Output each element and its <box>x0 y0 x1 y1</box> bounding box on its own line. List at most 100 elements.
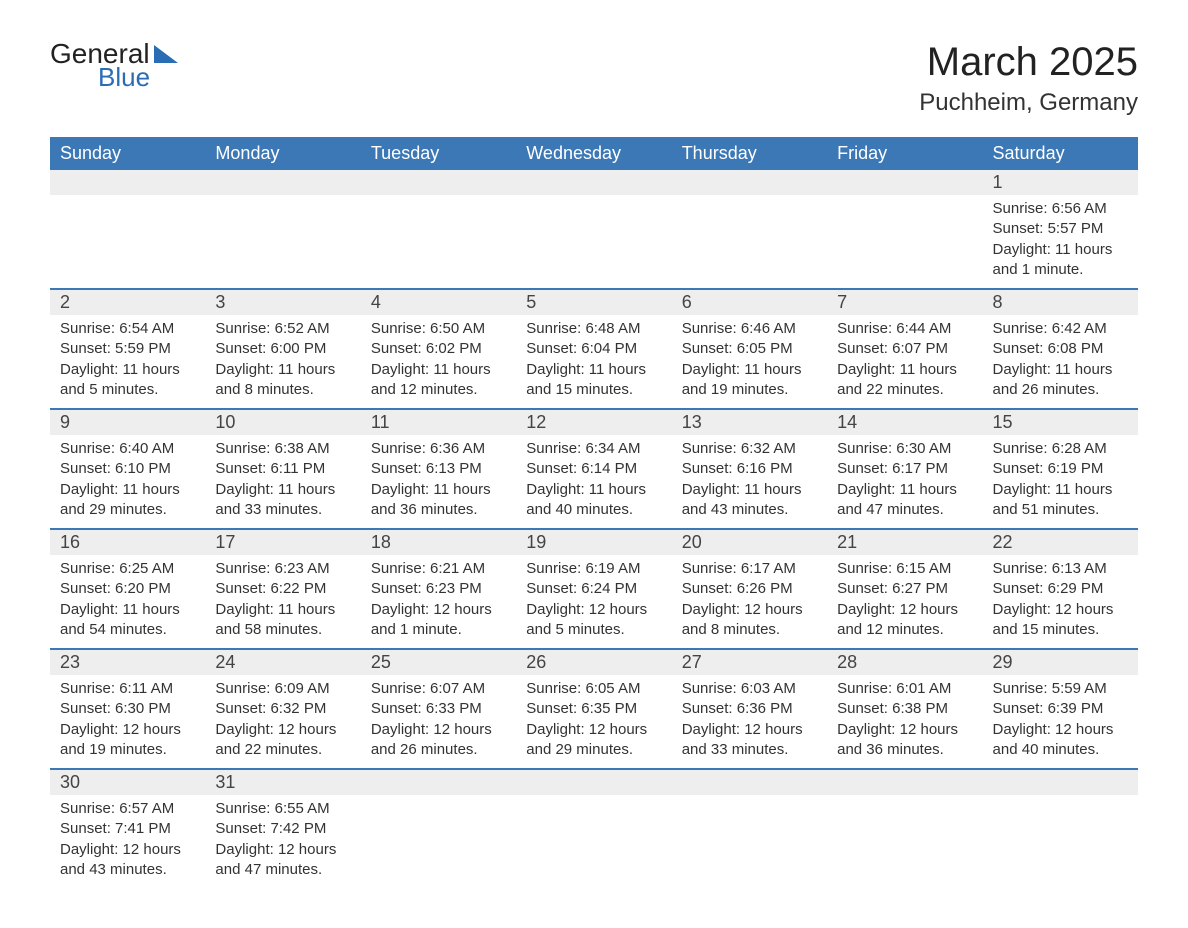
daylight-line: Daylight: 11 hours and 12 minutes. <box>371 360 506 401</box>
sunset-line: Sunset: 6:22 PM <box>215 579 350 599</box>
daylight-line: Daylight: 11 hours and 43 minutes. <box>682 480 817 521</box>
weekday-header: Saturday <box>983 137 1138 170</box>
day-data-row: Sunrise: 6:54 AMSunset: 5:59 PMDaylight:… <box>50 315 1138 409</box>
sunrise-line: Sunrise: 6:09 AM <box>215 679 350 699</box>
sunrise-line: Sunrise: 6:03 AM <box>682 679 817 699</box>
day-data-cell: Sunrise: 6:15 AMSunset: 6:27 PMDaylight:… <box>827 555 982 649</box>
sunrise-line: Sunrise: 6:57 AM <box>60 799 195 819</box>
day-number-row: 23242526272829 <box>50 649 1138 675</box>
day-data-row: Sunrise: 6:57 AMSunset: 7:41 PMDaylight:… <box>50 795 1138 888</box>
day-number-cell: 23 <box>50 649 205 675</box>
day-data-cell: Sunrise: 6:07 AMSunset: 6:33 PMDaylight:… <box>361 675 516 769</box>
day-number-cell <box>672 769 827 795</box>
sunset-line: Sunset: 6:16 PM <box>682 459 817 479</box>
sunrise-line: Sunrise: 6:54 AM <box>60 319 195 339</box>
day-number-cell: 3 <box>205 289 360 315</box>
day-data-cell: Sunrise: 6:48 AMSunset: 6:04 PMDaylight:… <box>516 315 671 409</box>
day-number-cell: 20 <box>672 529 827 555</box>
daylight-line: Daylight: 12 hours and 36 minutes. <box>837 720 972 761</box>
day-number-cell <box>516 769 671 795</box>
day-number-row: 1 <box>50 170 1138 195</box>
day-number-cell: 11 <box>361 409 516 435</box>
day-data-row: Sunrise: 6:25 AMSunset: 6:20 PMDaylight:… <box>50 555 1138 649</box>
daylight-line: Daylight: 11 hours and 22 minutes. <box>837 360 972 401</box>
daylight-line: Daylight: 11 hours and 40 minutes. <box>526 480 661 521</box>
daylight-line: Daylight: 11 hours and 54 minutes. <box>60 600 195 641</box>
weekday-header: Wednesday <box>516 137 671 170</box>
sunset-line: Sunset: 6:19 PM <box>993 459 1128 479</box>
weekday-header: Tuesday <box>361 137 516 170</box>
sunrise-line: Sunrise: 6:44 AM <box>837 319 972 339</box>
sunrise-line: Sunrise: 6:07 AM <box>371 679 506 699</box>
daylight-line: Daylight: 11 hours and 58 minutes. <box>215 600 350 641</box>
sunset-line: Sunset: 6:35 PM <box>526 699 661 719</box>
day-data-cell: Sunrise: 6:28 AMSunset: 6:19 PMDaylight:… <box>983 435 1138 529</box>
day-data-cell: Sunrise: 5:59 AMSunset: 6:39 PMDaylight:… <box>983 675 1138 769</box>
day-number-row: 3031 <box>50 769 1138 795</box>
sunset-line: Sunset: 6:39 PM <box>993 699 1128 719</box>
daylight-line: Daylight: 12 hours and 47 minutes. <box>215 840 350 881</box>
day-data-cell: Sunrise: 6:55 AMSunset: 7:42 PMDaylight:… <box>205 795 360 888</box>
day-number-cell: 14 <box>827 409 982 435</box>
day-data-cell <box>983 795 1138 888</box>
day-data-cell: Sunrise: 6:57 AMSunset: 7:41 PMDaylight:… <box>50 795 205 888</box>
daylight-line: Daylight: 11 hours and 36 minutes. <box>371 480 506 521</box>
day-data-cell: Sunrise: 6:40 AMSunset: 6:10 PMDaylight:… <box>50 435 205 529</box>
daylight-line: Daylight: 12 hours and 33 minutes. <box>682 720 817 761</box>
sunset-line: Sunset: 6:13 PM <box>371 459 506 479</box>
day-number-cell: 31 <box>205 769 360 795</box>
sunset-line: Sunset: 6:14 PM <box>526 459 661 479</box>
day-data-cell: Sunrise: 6:46 AMSunset: 6:05 PMDaylight:… <box>672 315 827 409</box>
day-number-cell: 26 <box>516 649 671 675</box>
day-number-cell <box>361 769 516 795</box>
weekday-header: Monday <box>205 137 360 170</box>
sunset-line: Sunset: 6:04 PM <box>526 339 661 359</box>
daylight-line: Daylight: 12 hours and 12 minutes. <box>837 600 972 641</box>
sunrise-line: Sunrise: 6:56 AM <box>993 199 1128 219</box>
day-number-cell: 4 <box>361 289 516 315</box>
sunrise-line: Sunrise: 6:28 AM <box>993 439 1128 459</box>
day-number-cell: 5 <box>516 289 671 315</box>
day-number-cell: 6 <box>672 289 827 315</box>
sunrise-line: Sunrise: 6:38 AM <box>215 439 350 459</box>
daylight-line: Daylight: 12 hours and 22 minutes. <box>215 720 350 761</box>
sunset-line: Sunset: 5:59 PM <box>60 339 195 359</box>
sunrise-line: Sunrise: 6:11 AM <box>60 679 195 699</box>
daylight-line: Daylight: 12 hours and 26 minutes. <box>371 720 506 761</box>
calendar-table: SundayMondayTuesdayWednesdayThursdayFrid… <box>50 137 1138 888</box>
day-data-cell: Sunrise: 6:54 AMSunset: 5:59 PMDaylight:… <box>50 315 205 409</box>
day-data-row: Sunrise: 6:56 AMSunset: 5:57 PMDaylight:… <box>50 195 1138 289</box>
title-block: March 2025 Puchheim, Germany <box>919 40 1138 117</box>
day-number-cell <box>672 170 827 195</box>
sunrise-line: Sunrise: 6:46 AM <box>682 319 817 339</box>
day-data-cell <box>827 195 982 289</box>
day-data-cell: Sunrise: 6:52 AMSunset: 6:00 PMDaylight:… <box>205 315 360 409</box>
day-data-cell <box>516 195 671 289</box>
sunrise-line: Sunrise: 6:36 AM <box>371 439 506 459</box>
day-number-cell: 13 <box>672 409 827 435</box>
daylight-line: Daylight: 12 hours and 5 minutes. <box>526 600 661 641</box>
daylight-line: Daylight: 11 hours and 33 minutes. <box>215 480 350 521</box>
sunrise-line: Sunrise: 6:32 AM <box>682 439 817 459</box>
sunset-line: Sunset: 6:33 PM <box>371 699 506 719</box>
day-data-cell <box>361 195 516 289</box>
daylight-line: Daylight: 11 hours and 5 minutes. <box>60 360 195 401</box>
day-data-row: Sunrise: 6:40 AMSunset: 6:10 PMDaylight:… <box>50 435 1138 529</box>
sunset-line: Sunset: 6:26 PM <box>682 579 817 599</box>
sunset-line: Sunset: 6:11 PM <box>215 459 350 479</box>
day-number-cell: 25 <box>361 649 516 675</box>
sunset-line: Sunset: 6:05 PM <box>682 339 817 359</box>
sunset-line: Sunset: 6:20 PM <box>60 579 195 599</box>
sunset-line: Sunset: 7:42 PM <box>215 819 350 839</box>
day-data-cell: Sunrise: 6:44 AMSunset: 6:07 PMDaylight:… <box>827 315 982 409</box>
day-number-cell: 17 <box>205 529 360 555</box>
sunrise-line: Sunrise: 6:42 AM <box>993 319 1128 339</box>
sunrise-line: Sunrise: 6:48 AM <box>526 319 661 339</box>
logo: General Blue <box>50 40 178 90</box>
day-data-cell: Sunrise: 6:32 AMSunset: 6:16 PMDaylight:… <box>672 435 827 529</box>
day-data-cell <box>827 795 982 888</box>
day-data-cell: Sunrise: 6:38 AMSunset: 6:11 PMDaylight:… <box>205 435 360 529</box>
month-title: March 2025 <box>919 40 1138 85</box>
sunset-line: Sunset: 6:29 PM <box>993 579 1128 599</box>
sunset-line: Sunset: 6:08 PM <box>993 339 1128 359</box>
